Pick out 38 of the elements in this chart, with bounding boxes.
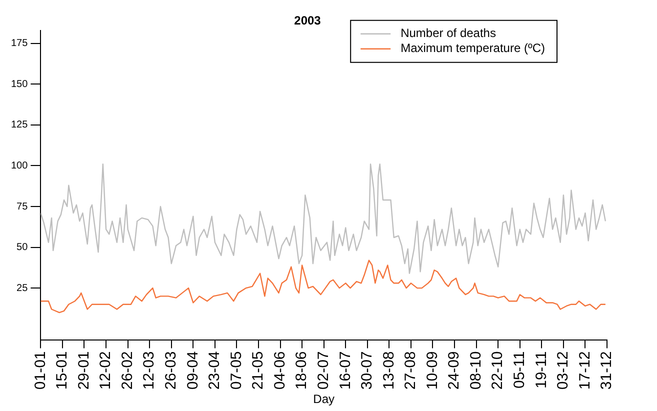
x-tick-label: 19-11 bbox=[532, 351, 550, 388]
x-tick-label: 31-12 bbox=[598, 351, 616, 390]
y-tick-label: 75 bbox=[16, 201, 28, 212]
x-tick-label: 16-07 bbox=[336, 351, 354, 390]
x-tick-label: 26-02 bbox=[118, 351, 136, 390]
chart-title: 2003 bbox=[294, 14, 322, 28]
x-tick-label: 12-03 bbox=[140, 351, 158, 390]
x-axis-title: Day bbox=[313, 392, 335, 406]
x-tick-label: 04-06 bbox=[271, 351, 288, 390]
x-tick-label: 23-04 bbox=[206, 351, 224, 390]
x-tick-label: 24-09 bbox=[446, 351, 463, 390]
x-tick-label: 29-01 bbox=[75, 351, 92, 390]
x-tick-label: 03-12 bbox=[554, 351, 572, 390]
x-tick-label: 30-07 bbox=[358, 351, 376, 390]
y-tick-label: 175 bbox=[10, 38, 28, 50]
legend-label: Number of deaths bbox=[400, 26, 496, 40]
x-tick-label: 18-06 bbox=[293, 351, 310, 390]
x-tick-label: 10-09 bbox=[424, 351, 441, 390]
y-tick-label: 100 bbox=[10, 160, 28, 172]
x-tick-label: 22-10 bbox=[489, 351, 506, 390]
y-tick-label: 150 bbox=[10, 78, 28, 90]
x-tick-label: 01-01 bbox=[32, 351, 49, 390]
x-tick-label: 13-08 bbox=[380, 351, 398, 390]
x-tick-label: 09-04 bbox=[184, 351, 202, 390]
x-tick-label: 02-07 bbox=[314, 351, 332, 390]
legend-label: Maximum temperature (ºC) bbox=[400, 41, 546, 56]
x-tick-label: 07-05 bbox=[228, 351, 245, 390]
x-tick-label: 27-08 bbox=[402, 351, 420, 390]
x-tick-label: 05-11 bbox=[511, 351, 528, 388]
y-tick-label: 50 bbox=[16, 242, 28, 254]
x-tick-label: 15-01 bbox=[54, 351, 71, 390]
y-tick-label: 25 bbox=[16, 282, 28, 294]
x-tick-label: 21-05 bbox=[250, 351, 267, 390]
y-tick-label: 125 bbox=[10, 120, 28, 131]
x-tick-label: 12-02 bbox=[97, 351, 114, 390]
x-tick-label: 08-10 bbox=[467, 351, 484, 390]
x-tick-label: 26-03 bbox=[162, 351, 180, 390]
x-tick-label: 17-12 bbox=[576, 351, 594, 390]
